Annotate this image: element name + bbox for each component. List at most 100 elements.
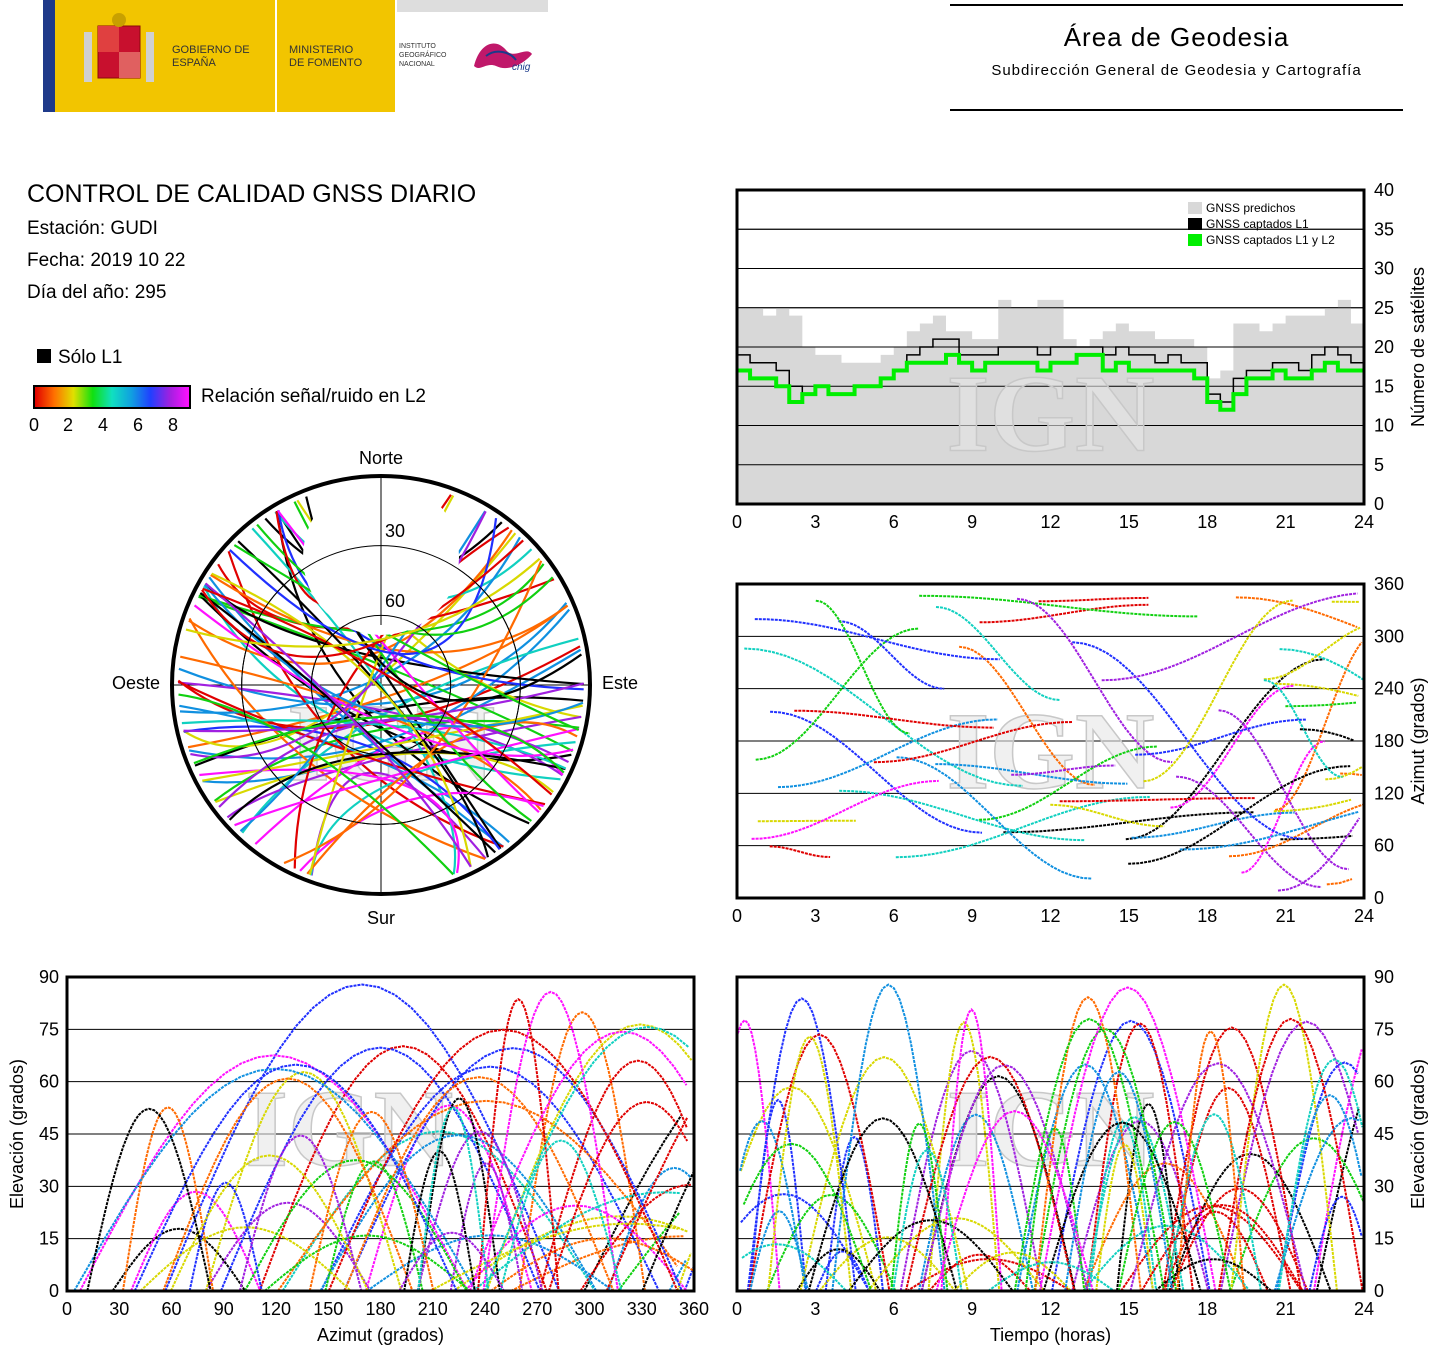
az-track bbox=[754, 618, 1000, 661]
sat-legend-label: GNSS captados L1 bbox=[1206, 217, 1309, 231]
sky-track bbox=[228, 750, 566, 821]
sky-south-label: Sur bbox=[367, 908, 395, 928]
snr-label: Relación señal/ruido en L2 bbox=[201, 386, 426, 407]
et-track bbox=[1219, 1020, 1359, 1292]
sky-east-label: Este bbox=[602, 673, 638, 693]
sat-legend-swatch bbox=[1188, 234, 1202, 246]
et-track bbox=[899, 1049, 1044, 1292]
sky-track bbox=[283, 560, 543, 865]
et-track bbox=[927, 1020, 1001, 1292]
header-top-rule bbox=[950, 4, 1403, 6]
az-track bbox=[815, 599, 910, 735]
date-label: Fecha: 2019 10 22 bbox=[27, 250, 186, 271]
series-gnss-predichos bbox=[737, 299, 1364, 504]
sat-legend-label: GNSS captados L1 y L2 bbox=[1206, 233, 1335, 247]
et-track bbox=[807, 1117, 958, 1292]
sky-track bbox=[193, 604, 574, 757]
et-track bbox=[847, 1219, 1014, 1292]
sky-track bbox=[299, 791, 544, 872]
sat-xtick-label: 18 bbox=[1197, 512, 1217, 532]
ea-track bbox=[499, 1139, 623, 1292]
et-track bbox=[818, 1236, 956, 1292]
et-track bbox=[1085, 1022, 1194, 1292]
snr-color-scale bbox=[33, 385, 191, 409]
az-ytick-label: 240 bbox=[1374, 679, 1404, 699]
ea-track bbox=[169, 1154, 370, 1292]
et-track bbox=[1230, 983, 1338, 1292]
ea-track bbox=[164, 983, 561, 1292]
et-track bbox=[1154, 1258, 1273, 1292]
et-track bbox=[1129, 1062, 1307, 1292]
ea-track bbox=[162, 1077, 414, 1292]
az-track bbox=[919, 594, 1199, 618]
az-track bbox=[755, 627, 920, 761]
az-ylabel: Azimut (grados) bbox=[1408, 677, 1428, 804]
ea-ytick-label: 30 bbox=[39, 1176, 59, 1196]
ea-track bbox=[86, 1107, 212, 1292]
ea-xtick-label: 90 bbox=[214, 1299, 234, 1319]
sat-ylabel: Número de satélites bbox=[1408, 267, 1428, 427]
et-track bbox=[867, 1217, 1045, 1292]
ea-ytick-label: 0 bbox=[49, 1281, 59, 1301]
sat-ytick-label: 0 bbox=[1374, 494, 1384, 514]
et-track bbox=[1273, 1117, 1360, 1292]
ea-xtick-label: 120 bbox=[261, 1299, 291, 1319]
et-xtick-label: 21 bbox=[1276, 1299, 1296, 1319]
sky-track bbox=[202, 587, 553, 796]
sat-legend-swatch bbox=[1188, 202, 1202, 214]
et-track bbox=[1042, 1121, 1202, 1292]
et-ytick-label: 30 bbox=[1374, 1176, 1394, 1196]
sky-track bbox=[229, 517, 498, 656]
ea-track bbox=[403, 1150, 476, 1292]
report-title: CONTROL DE CALIDAD GNSS DIARIO bbox=[27, 180, 477, 208]
ea-track bbox=[617, 1212, 680, 1292]
ministerio-logo bbox=[277, 0, 395, 112]
az-track bbox=[1135, 718, 1307, 756]
ea-track bbox=[482, 990, 619, 1292]
az-track bbox=[777, 718, 998, 789]
sky-track bbox=[199, 768, 460, 874]
az-track bbox=[751, 779, 939, 840]
et-track bbox=[795, 1248, 881, 1292]
sky-track bbox=[199, 592, 497, 854]
ea-xtick-label: 180 bbox=[365, 1299, 395, 1319]
az-ytick-label: 0 bbox=[1374, 888, 1384, 908]
sat-legend-label: GNSS predichos bbox=[1206, 201, 1295, 215]
et-track bbox=[1024, 1126, 1086, 1292]
ea-track bbox=[364, 1104, 533, 1292]
et-track bbox=[987, 1261, 1115, 1292]
az-track bbox=[757, 819, 856, 823]
az-track bbox=[873, 721, 1073, 764]
az-track bbox=[1263, 626, 1361, 681]
az-track bbox=[1235, 596, 1358, 629]
et-track bbox=[1308, 1195, 1363, 1292]
az-ytick-label: 300 bbox=[1374, 626, 1404, 646]
ea-track bbox=[243, 1159, 468, 1292]
et-ytick-label: 0 bbox=[1374, 1281, 1384, 1301]
sky-track bbox=[210, 574, 569, 654]
sky-track bbox=[203, 584, 584, 728]
az-ytick-label: 60 bbox=[1374, 836, 1394, 856]
ea-ytick-label: 60 bbox=[39, 1072, 59, 1092]
et-xtick-label: 6 bbox=[889, 1299, 899, 1319]
et-xtick-label: 0 bbox=[732, 1299, 742, 1319]
ea-track bbox=[538, 1059, 688, 1292]
et-track bbox=[1084, 1115, 1185, 1292]
et-track bbox=[1095, 1143, 1154, 1292]
et-track bbox=[1071, 1119, 1210, 1292]
ea-border bbox=[65, 975, 696, 1293]
et-track bbox=[1217, 1017, 1364, 1292]
sat-xtick-label: 24 bbox=[1354, 512, 1374, 532]
snr-tick: 4 bbox=[98, 415, 109, 435]
et-track bbox=[1051, 1019, 1211, 1292]
et-track bbox=[824, 1135, 884, 1292]
az-track bbox=[838, 620, 945, 690]
sat-xtick-label: 12 bbox=[1040, 512, 1060, 532]
sat-ytick-label: 30 bbox=[1374, 259, 1394, 279]
sat-xtick-label: 15 bbox=[1119, 512, 1139, 532]
ea-track bbox=[398, 1231, 505, 1292]
ea-xtick-label: 0 bbox=[62, 1299, 72, 1319]
